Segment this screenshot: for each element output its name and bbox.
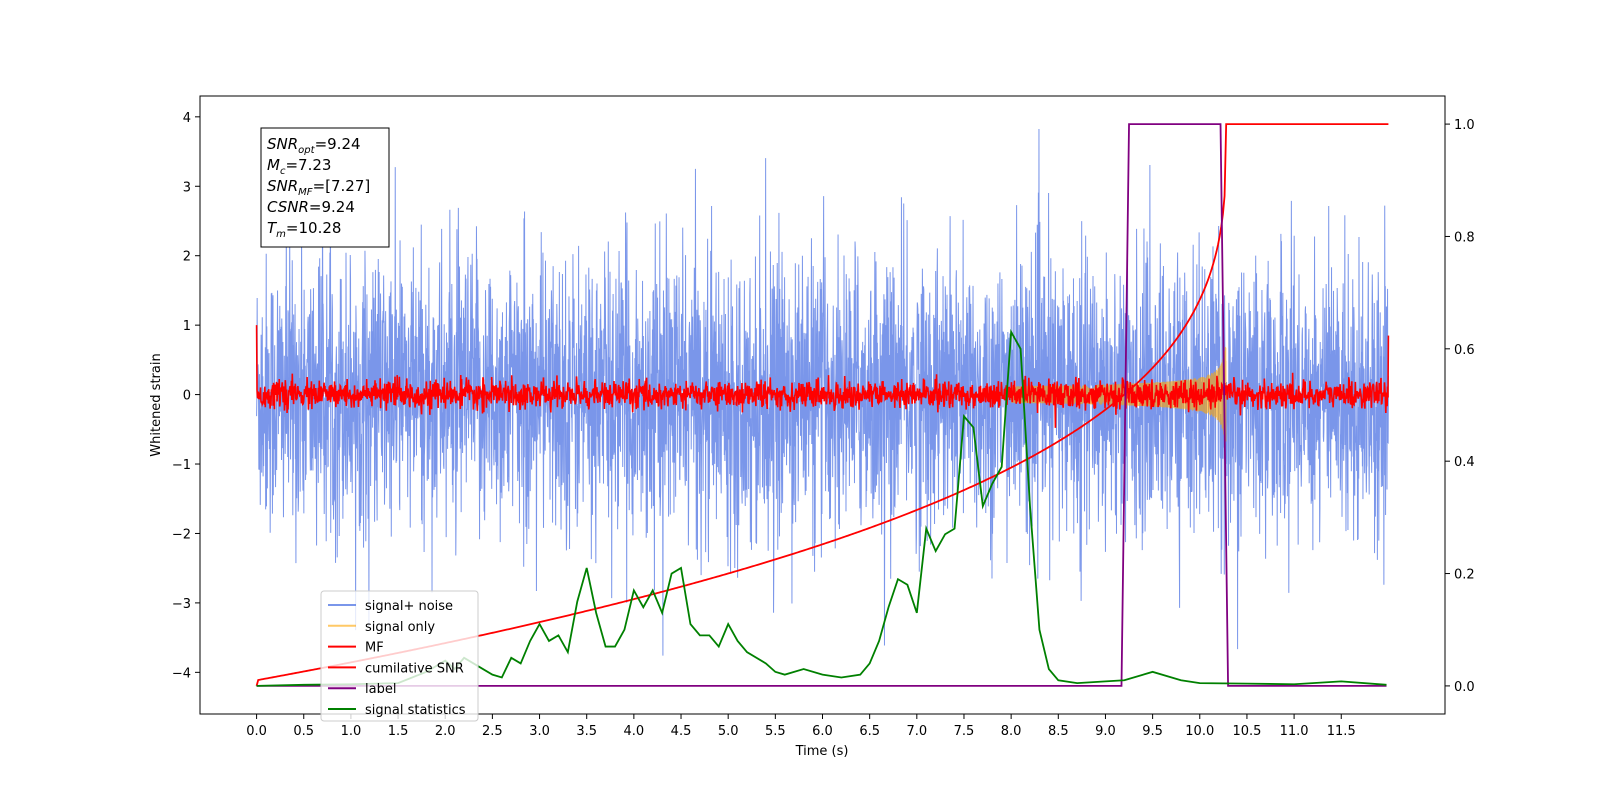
x-axis-label: Time (s) xyxy=(795,744,849,759)
legend: signal+ noise signal only MF cumilative SNR… xyxy=(320,590,479,722)
y-tick-label: −4 xyxy=(172,666,191,681)
legend-entry: cumilative SNR xyxy=(365,661,464,676)
x-tick-label: 1.5 xyxy=(388,724,409,739)
x-axis: 0.0 0.5 1.0 1.5 2.0 2.5 3.0 3.5 4.0 4.5 5.0 5.5 6.0 6… xyxy=(246,714,1356,739)
legend-entry: signal only xyxy=(365,620,435,635)
y-tick-label: 0 xyxy=(183,389,191,404)
y-tick-label: −1 xyxy=(172,458,191,473)
series-signal-statistics xyxy=(256,328,1387,687)
y2-tick-label: 0.6 xyxy=(1454,343,1475,358)
legend-entry: label xyxy=(365,682,396,697)
x-tick-label: 6.5 xyxy=(859,724,880,739)
legend-frame xyxy=(320,590,479,722)
series-mf xyxy=(255,325,1390,428)
legend-entry: signal statistics xyxy=(365,703,466,718)
y-tick-label: 1 xyxy=(183,319,191,334)
x-tick-label: 7.5 xyxy=(954,724,975,739)
y-tick-label: 4 xyxy=(183,111,191,126)
x-tick-label: 8.5 xyxy=(1048,724,1069,739)
x-tick-label: 2.5 xyxy=(482,724,503,739)
legend-entry: MF xyxy=(365,641,384,656)
x-tick-label: 3.0 xyxy=(529,724,550,739)
info-box-line: CSNR=9.24 xyxy=(267,198,355,216)
x-tick-label: 5.5 xyxy=(765,724,786,739)
info-box-line: SNRMF=[7.27] xyxy=(267,177,370,198)
x-tick-label: 10.5 xyxy=(1232,724,1261,739)
y-axis-label: Whitened strain xyxy=(149,353,164,456)
x-tick-label: 0.5 xyxy=(293,724,314,739)
series-label xyxy=(256,123,1387,687)
x-tick-label: 4.5 xyxy=(671,724,692,739)
x-tick-label: 11.5 xyxy=(1327,724,1356,739)
x-tick-label: 7.0 xyxy=(906,724,927,739)
y-tick-label: −2 xyxy=(172,527,191,542)
info-box-frame xyxy=(260,127,390,248)
x-tick-label: 8.0 xyxy=(1001,724,1022,739)
x-tick-label: 11.0 xyxy=(1280,724,1309,739)
info-box-line: SNRopt=9.24 xyxy=(267,135,361,156)
x-tick-label: 5.0 xyxy=(718,724,739,739)
y2-axis: 1.0 0.8 0.6 0.4 0.2 0.0 xyxy=(1445,118,1475,695)
x-tick-label: 9.5 xyxy=(1142,724,1163,739)
x-tick-label: 3.5 xyxy=(576,724,597,739)
x-tick-label: 0.0 xyxy=(246,724,267,739)
y-tick-label: −3 xyxy=(172,597,191,612)
x-tick-label: 1.0 xyxy=(341,724,362,739)
info-box-line: Tm=10.28 xyxy=(267,219,341,240)
y-tick-label: 2 xyxy=(183,250,191,265)
info-box-line: Mc=7.23 xyxy=(267,156,331,177)
legend-entry: signal+ noise xyxy=(365,599,453,614)
x-tick-label: 6.0 xyxy=(812,724,833,739)
y2-tick-label: 1.0 xyxy=(1454,118,1475,133)
x-tick-label: 10.0 xyxy=(1185,724,1214,739)
x-tick-label: 4.0 xyxy=(624,724,645,739)
y-axis: 4 3 2 1 0 −1 −2 −3 −4 xyxy=(172,111,200,681)
y2-tick-label: 0.8 xyxy=(1454,230,1475,245)
x-tick-label: 9.0 xyxy=(1095,724,1116,739)
y2-tick-label: 0.0 xyxy=(1454,680,1475,695)
y2-tick-label: 0.4 xyxy=(1454,455,1475,470)
x-tick-label: 2.0 xyxy=(435,724,456,739)
y2-tick-label: 0.2 xyxy=(1454,568,1475,583)
y-tick-label: 3 xyxy=(183,180,191,195)
